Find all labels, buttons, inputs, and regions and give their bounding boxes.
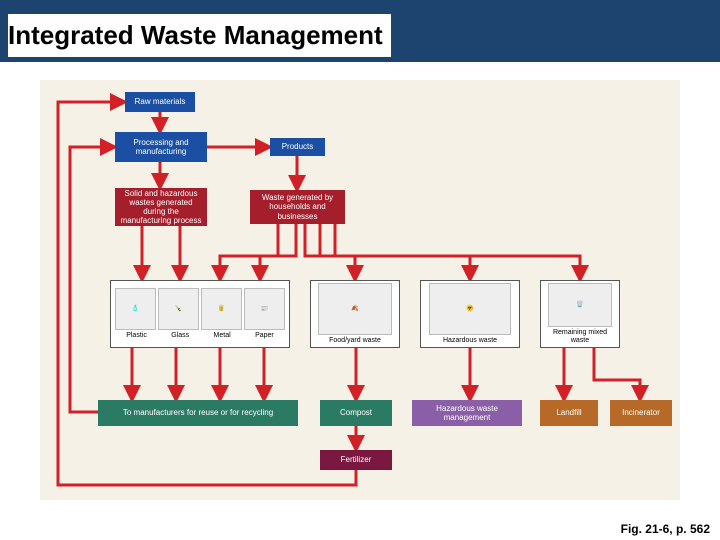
page-title: Integrated Waste Management bbox=[8, 14, 391, 57]
node-processing: Processing and manufacturing bbox=[115, 132, 207, 162]
figure-caption: Fig. 21-6, p. 562 bbox=[621, 522, 710, 536]
label-plastic: Plastic bbox=[126, 332, 147, 340]
node-remaining-waste: 🗑️ Remaining mixed waste bbox=[540, 280, 620, 348]
node-food-yard-waste: 🍂 Food/yard waste bbox=[310, 280, 400, 348]
title-bar: Integrated Waste Management bbox=[0, 0, 720, 62]
node-hazardous-waste: ☣️ Hazardous waste bbox=[420, 280, 520, 348]
node-compost: Compost bbox=[320, 400, 392, 426]
food-waste-icon: 🍂 bbox=[318, 283, 392, 335]
diagram-canvas: Raw materials Processing and manufacturi… bbox=[40, 80, 680, 500]
node-household-waste: Waste generated by households and busine… bbox=[250, 190, 345, 224]
hazard-icon: ☣️ bbox=[429, 283, 512, 335]
label-glass: Glass bbox=[171, 332, 189, 340]
plastic-icon: 🧴 bbox=[115, 288, 156, 330]
node-raw-materials: Raw materials bbox=[125, 92, 195, 112]
node-landfill: Landfill bbox=[540, 400, 598, 426]
node-incinerator: Incinerator bbox=[610, 400, 672, 426]
node-mfg-waste: Solid and hazardous wastes generated dur… bbox=[115, 188, 207, 226]
node-reuse-recycling: To manufacturers for reuse or for recycl… bbox=[98, 400, 298, 426]
node-hazardous-mgmt: Hazardous waste management bbox=[412, 400, 522, 426]
metal-icon: 🥫 bbox=[201, 288, 242, 330]
label-paper: Paper bbox=[255, 332, 274, 340]
glass-icon: 🍾 bbox=[158, 288, 199, 330]
node-products: Products bbox=[270, 138, 325, 156]
paper-icon: 📰 bbox=[244, 288, 285, 330]
trash-can-icon: 🗑️ bbox=[548, 283, 613, 327]
node-fertilizer: Fertilizer bbox=[320, 450, 392, 470]
label-metal: Metal bbox=[214, 332, 231, 340]
node-recyclables: 🧴 🍾 🥫 📰 Plastic Glass Metal Paper bbox=[110, 280, 290, 348]
